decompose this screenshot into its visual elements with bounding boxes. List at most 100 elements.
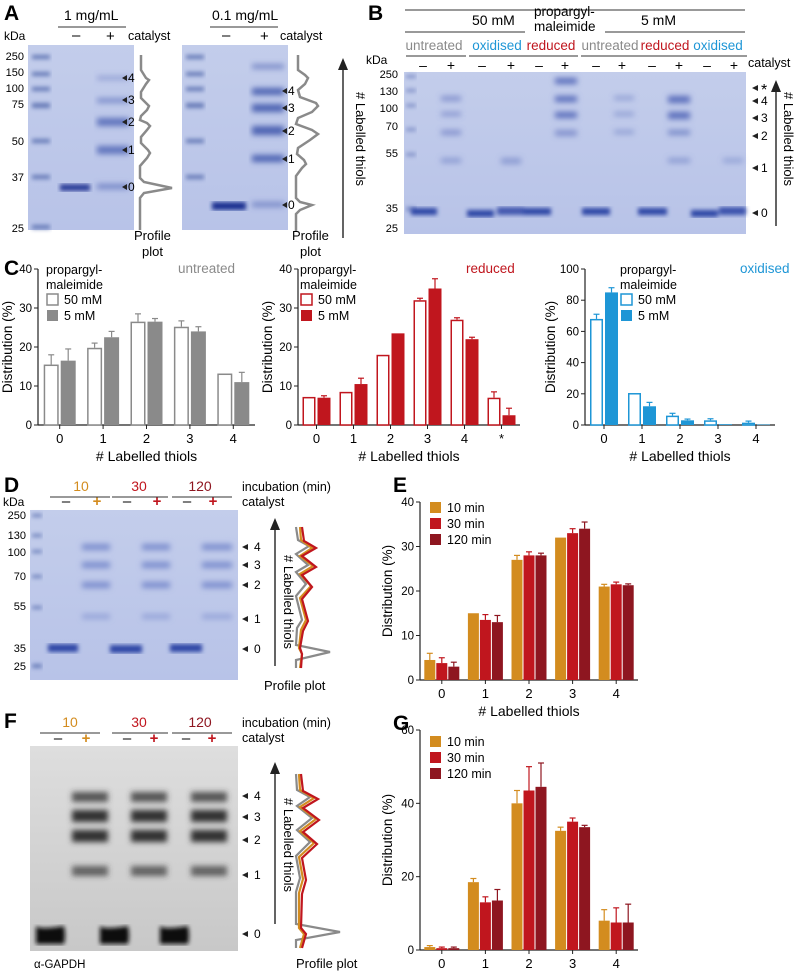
legend-c0-title1: propargyl- (46, 263, 102, 277)
bar (413, 300, 427, 426)
y-tick-label: 80 (566, 295, 579, 307)
bar (217, 373, 233, 426)
profile-a2-label2: plot (300, 244, 321, 259)
x-tick-label: 2 (525, 686, 532, 701)
x-tick-label: 2 (387, 431, 394, 446)
legend-c2-title1: propargyl- (620, 263, 676, 277)
legend-g-30: 30 min (447, 751, 485, 765)
x-tick-label: 3 (569, 956, 576, 971)
axis-label-d: # Labelled thiols (281, 555, 296, 649)
svg-text:+: + (150, 730, 159, 747)
marker-d-100: 100 (8, 547, 26, 559)
profile-plot-d (294, 526, 331, 669)
marker-a-100: 100 (6, 83, 24, 95)
band-a1-1: 1 (128, 143, 135, 157)
legend-c2-50: 50 mM (638, 293, 676, 307)
svg-text:–: – (182, 730, 191, 747)
bar (590, 318, 603, 426)
legend-c1-swatch-50 (300, 293, 313, 306)
b-cond-reduced-50: reduced (527, 38, 576, 53)
title-c1: reduced (466, 261, 515, 276)
svg-text:–: – (123, 730, 132, 747)
svg-text:+: + (507, 57, 515, 73)
b-lane-signs: – + – + – + – + – + – + (419, 57, 738, 73)
legend-c1-5: 5 mM (318, 309, 349, 323)
x-tick-label: 2 (676, 431, 683, 446)
y-tick-label: 20 (279, 342, 292, 354)
gel-a1-title: 1 mg/mL (64, 7, 119, 23)
chart-c-untreated: 0 10 20 30 40 0 1 2 3 4 # Labelled thiols Distribut… (0, 264, 255, 464)
bar (622, 585, 634, 680)
bar (104, 337, 120, 425)
profile-a1-label2: plot (142, 244, 163, 259)
legend-g-120: 120 min (447, 767, 492, 781)
marker-b-55: 55 (386, 148, 398, 160)
y-tick-label: 20 (566, 389, 579, 401)
svg-text:+: + (93, 493, 102, 510)
marker-d-70: 70 (14, 571, 26, 583)
axis-label-f: # Labelled thiols (281, 798, 296, 892)
marker-b-35: 35 (386, 203, 398, 215)
blot-f-bands (36, 792, 227, 944)
bar (467, 613, 479, 680)
marker-d-130: 130 (8, 530, 26, 542)
bar (511, 803, 523, 950)
y-tick-label: 30 (19, 303, 32, 315)
d-times: 10 30 120 (73, 478, 212, 494)
bar (555, 537, 567, 680)
legend-g-swatch-10 (430, 736, 441, 747)
f-time-10: 10 (62, 714, 78, 730)
bar (491, 900, 503, 950)
bar (424, 947, 436, 950)
bar (567, 821, 579, 950)
d-time-30: 30 (131, 478, 147, 494)
svg-text:+: + (208, 730, 217, 747)
chart-c-reduced: 0 10 20 30 40 0 1 2 3 4 * # Labelled thiols Distribu… (260, 264, 520, 464)
gel-a2-minus: – (222, 27, 231, 44)
svg-text:–: – (592, 57, 600, 73)
panel-label-g: G (393, 712, 409, 735)
gel-a1-catalyst: catalyst (128, 29, 171, 43)
b-cond-untreated-50: untreated (405, 38, 462, 53)
bar (579, 827, 591, 950)
y-tick-label: 30 (401, 542, 414, 554)
band-f-3: 3 (254, 810, 261, 824)
y-tick-label: 20 (401, 872, 414, 884)
x-tick-label: * (499, 431, 504, 446)
band-b-star: * (761, 82, 767, 99)
bar (511, 559, 523, 680)
marker-d-250: 250 (8, 510, 26, 522)
legend-g: 10 min 30 min 120 min (430, 735, 492, 781)
b-catalyst: catalyst (748, 56, 791, 70)
profile-plot-f (294, 773, 341, 949)
bar (450, 319, 464, 426)
band-b-2: 2 (761, 129, 768, 143)
legend-e-30: 30 min (447, 517, 485, 531)
marker-a-150: 150 (6, 67, 24, 79)
panel-label-b: B (368, 2, 383, 25)
legend-c1-swatch-5 (301, 310, 312, 321)
bar (535, 555, 547, 680)
bar (467, 882, 479, 950)
kda-label-a: kDa (4, 29, 26, 43)
axis-arrowhead-a (338, 58, 348, 70)
bar (376, 354, 390, 426)
marker-b-250: 250 (380, 69, 398, 81)
legend-e-swatch-10 (430, 502, 441, 513)
y-tick-label: 60 (566, 326, 579, 338)
bar (354, 384, 368, 425)
f-time-30: 30 (131, 714, 147, 730)
legend-c1-title2: maleimide (300, 278, 357, 292)
profile-plot-a1 (138, 55, 173, 230)
y-axis-label: Distribution (%) (380, 545, 395, 637)
bar (436, 663, 448, 680)
x-axis-label: # Labelled thiols (96, 448, 197, 464)
f-profile-label: Profile plot (296, 956, 358, 971)
b-conc-5: 5 mM (641, 12, 676, 28)
gel-a2-plus: + (260, 28, 269, 45)
f-lane-signs: – + – + – + (54, 730, 217, 747)
legend-c0-5: 5 mM (64, 309, 95, 323)
gel-a2-title: 0.1 mg/mL (212, 7, 278, 23)
b-cond-oxidised-50: oxidised (472, 38, 522, 53)
